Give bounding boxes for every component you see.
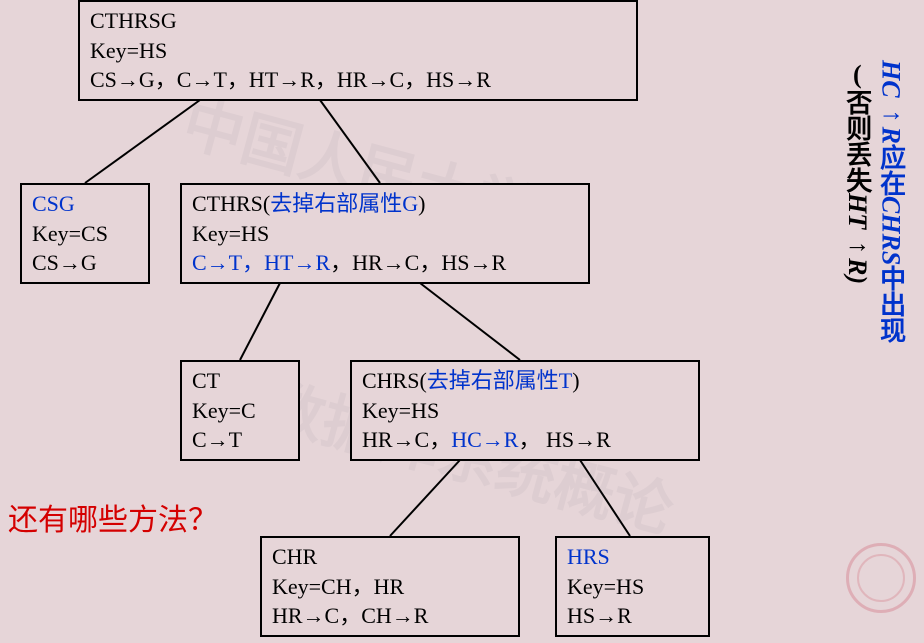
text-segment: CT xyxy=(192,368,220,393)
sidenote-segment: → xyxy=(877,98,906,127)
edge-cthrs-ct xyxy=(240,283,280,360)
node-line: Key=HS xyxy=(192,219,578,249)
edge-chrs-hrs xyxy=(580,460,630,536)
edge-chrs-chr xyxy=(390,460,460,536)
node-line: CTHRS(去掉右部属性G) xyxy=(192,189,578,219)
sidenote-segment: HC xyxy=(877,60,906,98)
text-segment: Key=CH，HR xyxy=(272,574,404,599)
node-cthrs: CTHRS(去掉右部属性G)Key=HSC→T，HT→R，HR→C，HS→R xyxy=(180,183,590,284)
edge-root-csg xyxy=(85,100,200,183)
node-line: CHRS(去掉右部属性T) xyxy=(362,366,688,396)
node-line: HRS xyxy=(567,542,698,572)
node-root: CTHRSG Key=HS CS→G，C→T，HT→R，HR→C，HS→R xyxy=(78,0,638,101)
edge-root-cthrs xyxy=(320,100,380,183)
text-segment: CHR xyxy=(272,544,317,569)
text-segment: 去掉右部属性T xyxy=(427,368,572,393)
sidenote-segment: 中出现 xyxy=(877,265,906,343)
edge-cthrs-chrs xyxy=(420,283,520,360)
side-annotation: HC→R应在CHRS中出现(否则丢失HT→R) xyxy=(840,60,908,343)
node-ct: CT Key=C C→T xyxy=(180,360,300,461)
node-line: Key=HS xyxy=(90,36,626,66)
node-line: Key=HS xyxy=(362,396,688,426)
sidenote-segment: 应在 xyxy=(877,144,906,196)
node-line: CS→G xyxy=(32,248,138,278)
text-segment: HS→R xyxy=(567,603,632,628)
text-segment: ，HR→C，HS→R xyxy=(330,250,506,275)
node-line: CHR xyxy=(272,542,508,572)
node-chrs: CHRS(去掉右部属性T)Key=HSHR→C，HC→R， HS→R xyxy=(350,360,700,461)
node-line: C→T xyxy=(192,425,288,455)
node-line: Key=CH，HR xyxy=(272,572,508,602)
node-line: Key=C xyxy=(192,396,288,426)
sidenote-line-2: (否则丢失HT→R) xyxy=(840,60,874,343)
text-segment: CHRS( xyxy=(362,368,427,393)
node-csg: CSG Key=CS CS→G xyxy=(20,183,150,284)
node-line: CT xyxy=(192,366,288,396)
text-segment: HR→C，CH→R xyxy=(272,603,428,628)
text-segment: ) xyxy=(418,191,425,216)
sidenote-line-1: HC→R应在CHRS中出现 xyxy=(874,60,908,343)
text-segment: Key=HS xyxy=(90,38,167,63)
text-segment: Key=HS xyxy=(362,398,439,423)
text-segment: CS→G，C→T，HT→R，HR→C，HS→R xyxy=(90,67,491,92)
node-chr: CHR Key=CH，HR HR→C，CH→R xyxy=(260,536,520,637)
node-line: Key=HS xyxy=(567,572,698,602)
university-seal xyxy=(846,543,916,613)
node-line: C→T，HT→R，HR→C，HS→R xyxy=(192,248,578,278)
text-segment: CS→G xyxy=(32,250,97,275)
text-segment: HC→R xyxy=(451,427,518,452)
sidenote-segment: ( xyxy=(843,60,872,89)
node-line: CS→G，C→T，HT→R，HR→C，HS→R xyxy=(90,65,626,95)
node-hrs: HRS Key=HS HS→R xyxy=(555,536,710,637)
text-segment: Key=HS xyxy=(567,574,644,599)
node-line: HS→R xyxy=(567,601,698,631)
sidenote-segment: HT xyxy=(843,193,872,229)
question-text: 还有哪些方法？ xyxy=(8,495,218,539)
node-line: HR→C，HC→R， HS→R xyxy=(362,425,688,455)
text-segment: CSG xyxy=(32,191,75,216)
text-segment: CTHRS( xyxy=(192,191,270,216)
sidenote-segment: CHRS xyxy=(877,196,906,265)
text-segment: Key=CS xyxy=(32,221,108,246)
text-segment: Key=HS xyxy=(192,221,269,246)
node-line: Key=CS xyxy=(32,219,138,249)
text-segment: Key=C xyxy=(192,398,256,423)
text-segment: C→T xyxy=(192,427,242,452)
text-segment: HR→C， xyxy=(362,427,451,452)
text-segment: 去掉右部属性G xyxy=(270,191,418,216)
sidenote-segment: → xyxy=(843,229,872,258)
node-line: HR→C，CH→R xyxy=(272,601,508,631)
text-segment: CTHRSG xyxy=(90,8,177,33)
text-segment: HRS xyxy=(567,544,610,569)
text-segment: C→T，HT→R xyxy=(192,250,330,275)
text-segment: ) xyxy=(572,368,579,393)
node-line: CTHRSG xyxy=(90,6,626,36)
sidenote-segment: 否则丢失 xyxy=(843,89,872,193)
node-line: CSG xyxy=(32,189,138,219)
sidenote-segment: R) xyxy=(843,258,872,284)
sidenote-segment: R xyxy=(877,127,906,144)
text-segment: ， HS→R xyxy=(519,427,611,452)
